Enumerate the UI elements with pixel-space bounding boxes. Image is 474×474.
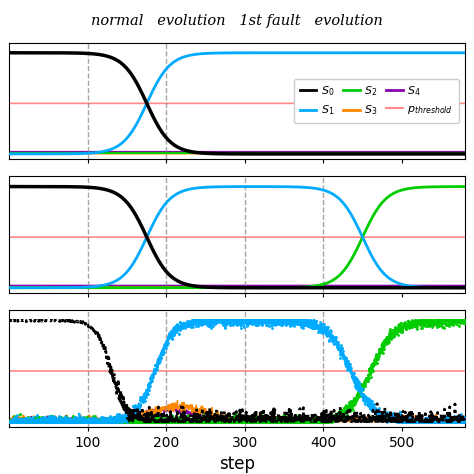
Legend: $S_0$, $S_1$, $S_2$, $S_3$, $S_4$, $p_{threshold}$: $S_0$, $S_1$, $S_2$, $S_3$, $S_4$, $p_{t… bbox=[294, 79, 459, 123]
Text: normal   evolution   1st fault   evolution: normal evolution 1st fault evolution bbox=[91, 14, 383, 28]
X-axis label: step: step bbox=[219, 455, 255, 473]
